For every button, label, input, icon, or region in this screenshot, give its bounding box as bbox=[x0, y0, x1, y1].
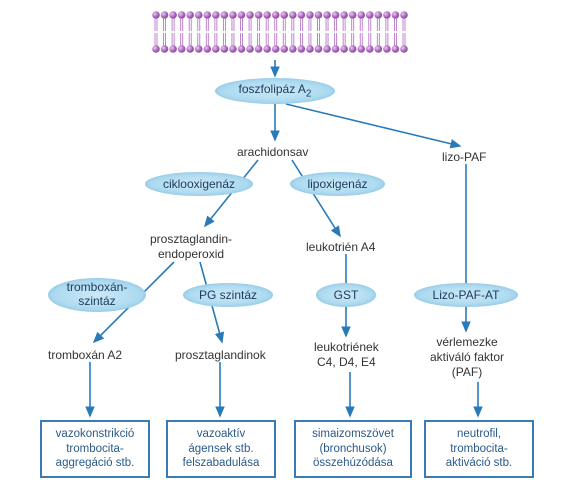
box-vasoactive: vazoaktív ágensek stb. felszabadulása bbox=[166, 420, 276, 478]
node-phospholipase: foszfolipáz A2 bbox=[215, 78, 335, 104]
node-lipox: lipoxigenáz bbox=[290, 172, 385, 196]
node-pgsynth: PG szintáz bbox=[183, 283, 273, 307]
node-lizopaf: lizo-PAF bbox=[442, 150, 486, 164]
box-vasoconstriction: vazokonstrikció trombocita- aggregáció s… bbox=[40, 420, 150, 478]
box-smoothmuscle: simaizomszövet (bronchusok) összehúzódás… bbox=[294, 420, 412, 478]
node-lizopafat: Lizo-PAF-AT bbox=[414, 283, 518, 307]
node-ltcde: leukotriének C4, D4, E4 bbox=[314, 340, 379, 370]
node-arachidon: arachidonsav bbox=[237, 145, 308, 159]
node-pg: prosztaglandinok bbox=[175, 348, 266, 362]
node-cox: ciklooxigenáz bbox=[145, 172, 253, 196]
node-paf: vérlemezke aktiváló faktor (PAF) bbox=[430, 335, 504, 380]
node-txa2: tromboxán A2 bbox=[48, 348, 122, 362]
sub: 2 bbox=[306, 89, 312, 100]
membrane-illustration bbox=[150, 8, 410, 56]
label: foszfolipáz A bbox=[239, 82, 306, 96]
node-gst: GST bbox=[316, 283, 376, 307]
node-txsynth: tromboxán- szintáz bbox=[48, 278, 146, 312]
box-neutrophil: neutrofil, trombocita- aktiváció stb. bbox=[424, 420, 534, 478]
node-pgendo: prosztaglandin- endoperoxid bbox=[150, 232, 232, 262]
node-lta4: leukotrién A4 bbox=[306, 240, 375, 254]
